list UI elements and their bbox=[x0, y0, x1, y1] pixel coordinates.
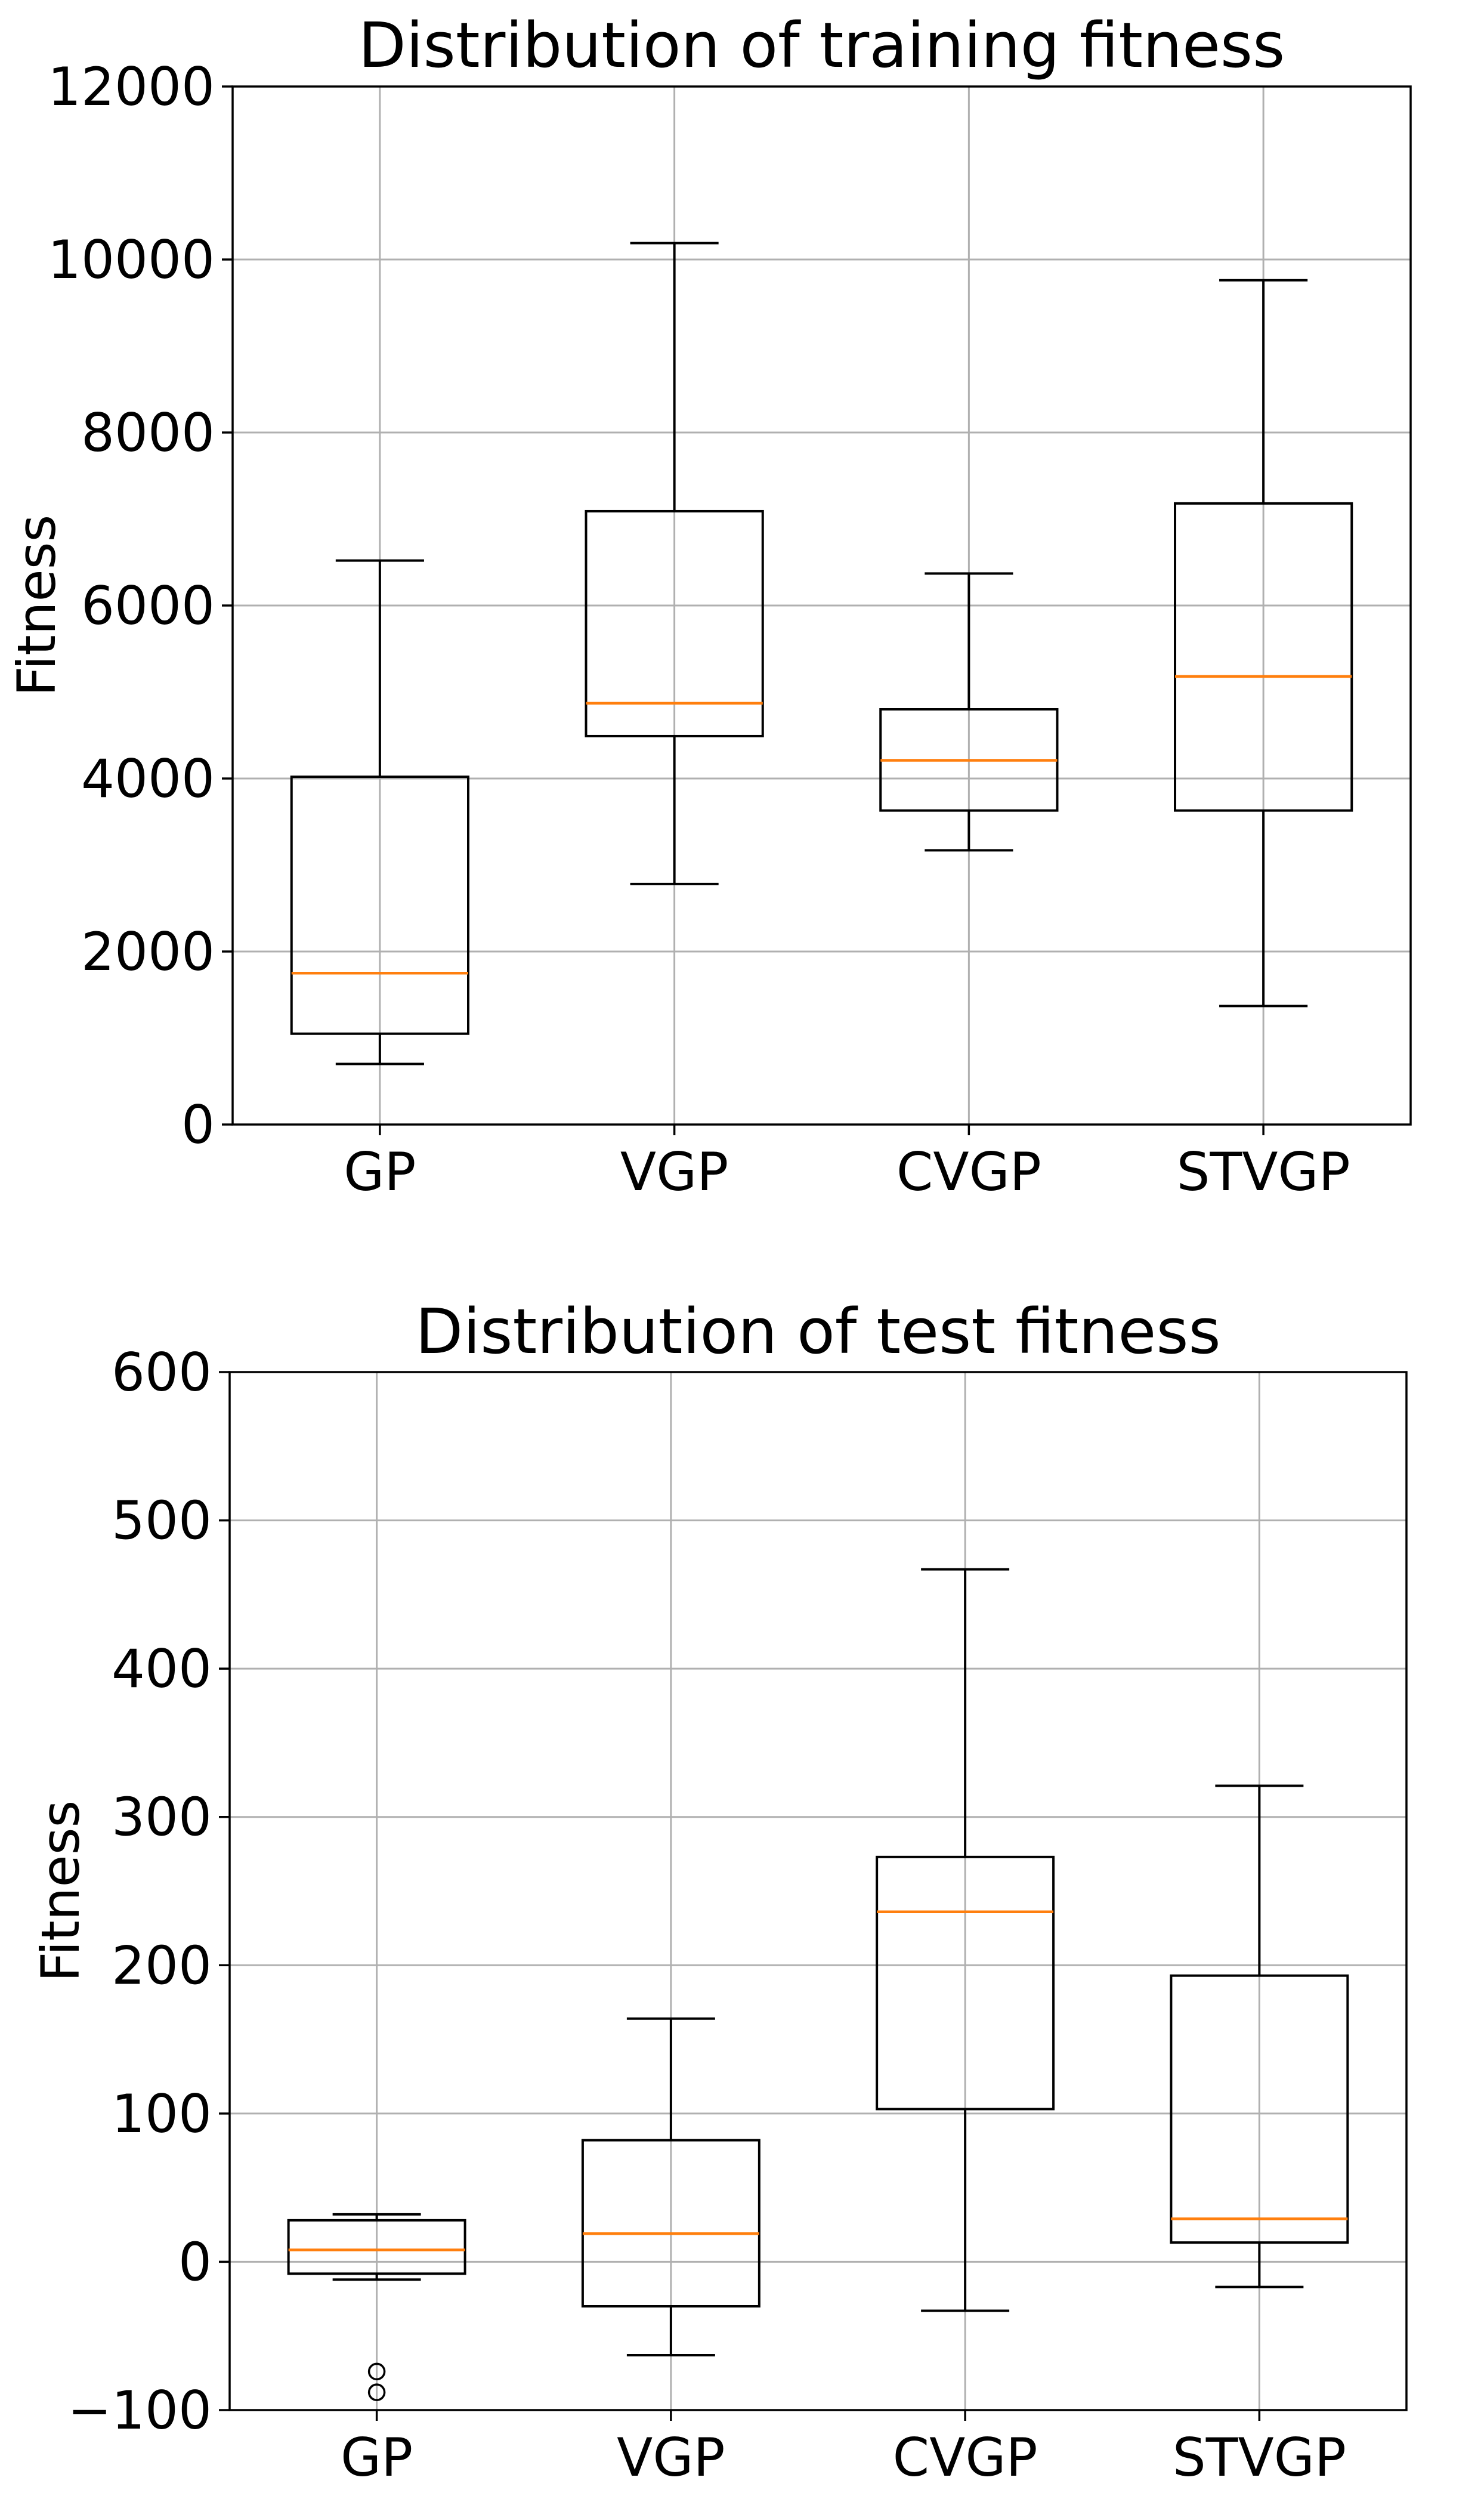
iqr-box bbox=[581, 2139, 760, 2308]
y-tick-label: 4000 bbox=[81, 748, 215, 810]
x-tick-label: STVGP bbox=[1173, 2427, 1346, 2488]
box-vgp bbox=[585, 242, 764, 885]
y-tick-label: 8000 bbox=[81, 402, 215, 464]
y-tick-label: 0 bbox=[178, 2231, 212, 2293]
y-tick-label: 200 bbox=[112, 1935, 212, 1996]
x-tick-label: GP bbox=[344, 1141, 416, 1203]
box-vgp bbox=[581, 2017, 760, 2357]
x-tick-label: STVGP bbox=[1177, 1141, 1350, 1203]
y-tick-label: 10000 bbox=[48, 229, 215, 291]
box-cvgp bbox=[876, 1568, 1055, 2312]
iqr-box bbox=[287, 2219, 466, 2275]
box-gp bbox=[287, 2213, 466, 2401]
x-tick-label: GP bbox=[341, 2427, 413, 2488]
box-cvgp bbox=[879, 572, 1059, 852]
plot-frame bbox=[228, 1371, 1408, 2411]
box-gp bbox=[290, 559, 469, 1065]
y-axis-label: Fitness bbox=[6, 515, 67, 697]
y-tick-label: 0 bbox=[181, 1094, 215, 1156]
y-tick-label: 300 bbox=[112, 1787, 212, 1848]
x-tick-label: CVGP bbox=[893, 2427, 1038, 2488]
outlier-point bbox=[367, 2383, 386, 2401]
plot-frame bbox=[231, 85, 1412, 1126]
box-stvgp bbox=[1170, 1784, 1349, 2288]
x-tick-label: CVGP bbox=[896, 1141, 1041, 1203]
chart-title: Distribution of training fitness bbox=[358, 9, 1285, 82]
chart-title: Distribution of test fitness bbox=[415, 1295, 1220, 1368]
y-axis-label: Fitness bbox=[30, 1800, 91, 1982]
box-stvgp bbox=[1174, 279, 1353, 1008]
y-tick-label: 2000 bbox=[81, 921, 215, 983]
iqr-box bbox=[585, 509, 764, 737]
iqr-box bbox=[290, 776, 469, 1035]
y-tick-label: −100 bbox=[67, 2380, 212, 2441]
iqr-box bbox=[876, 1855, 1055, 2111]
y-tick-label: 100 bbox=[112, 2083, 212, 2145]
outlier-point bbox=[367, 2362, 386, 2381]
x-tick-label: VGP bbox=[617, 2427, 725, 2488]
iqr-box bbox=[1174, 502, 1353, 812]
y-tick-label: 600 bbox=[112, 1342, 212, 1403]
y-tick-label: 400 bbox=[112, 1638, 212, 1700]
test-fitness-chart: −100 0 100 200 300 400 500 600 GP VGP CVGP STVGP Dis… bbox=[30, 1295, 1408, 2488]
y-tick-label: 500 bbox=[112, 1490, 212, 1552]
y-tick-label: 6000 bbox=[81, 575, 215, 637]
y-tick-label: 12000 bbox=[48, 56, 215, 118]
x-tick-label: VGP bbox=[620, 1141, 728, 1203]
iqr-box bbox=[1170, 1974, 1349, 2244]
training-fitness-chart: 0 2000 4000 6000 8000 10000 12000 GP VGP CVGP STVG… bbox=[6, 9, 1412, 1203]
